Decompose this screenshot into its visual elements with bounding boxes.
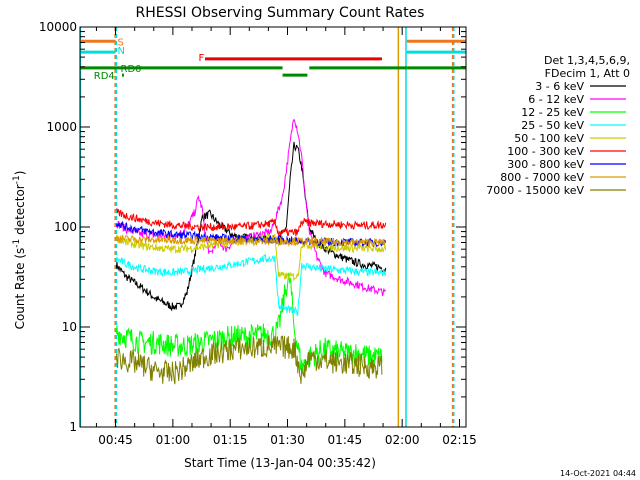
legend-header-line-2: FDecim 1, Att 0 <box>545 67 630 80</box>
x-tick-label-1: 01:00 <box>156 433 191 447</box>
series-line-7 <box>115 234 386 248</box>
legend-label-2: 12 - 25 keV <box>521 106 584 119</box>
y-tick-label-2: 100 <box>54 220 77 234</box>
legend: Det 1,3,4,5,6,9, FDecim 1, Att 0 3 - 6 k… <box>486 54 630 197</box>
x-tick-label-5: 02:00 <box>385 433 420 447</box>
y-axis-label: Count Rate (s-1 detector-1) <box>12 171 27 330</box>
legend-label-5: 100 - 300 keV <box>507 145 584 158</box>
flag-label-rd4: RD4 <box>94 71 115 82</box>
series-line-2 <box>115 272 383 372</box>
legend-label-4: 50 - 100 keV <box>514 132 584 145</box>
y-tick-label-4: 10000 <box>39 20 77 34</box>
x-tick-label-0: 00:45 <box>98 433 133 447</box>
x-axis-label: Start Time (13-Jan-04 00:35:42) <box>184 456 376 470</box>
x-tick-label-6: 02:15 <box>442 433 477 447</box>
legend-label-7: 800 - 7000 keV <box>500 171 584 184</box>
x-tick-label-2: 01:15 <box>213 433 248 447</box>
chart-title: RHESSI Observing Summary Count Rates <box>136 5 425 21</box>
legend-header-line-1: Det 1,3,4,5,6,9, <box>544 54 630 67</box>
series-line-5 <box>116 208 387 237</box>
legend-label-6: 300 - 800 keV <box>507 158 584 171</box>
plot-area: SN F RD0 RD4 <box>79 27 466 427</box>
series-line-3 <box>115 253 387 317</box>
footer-timestamp: 14-Oct-2021 04:44 <box>560 469 636 478</box>
legend-label-8: 7000 - 15000 keV <box>486 184 584 197</box>
x-tick-label-3: 01:30 <box>270 433 305 447</box>
series-line-8 <box>115 335 383 385</box>
legend-label-3: 25 - 50 keV <box>521 119 584 132</box>
plot-frame <box>79 26 467 428</box>
flag-label-n: N <box>117 46 124 57</box>
flag-label-rd0: RD0 <box>121 64 142 75</box>
legend-label-0: 3 - 6 keV <box>535 80 584 93</box>
y-tick-label-3: 1000 <box>46 120 77 134</box>
x-axis-ticks: 00:45 01:00 01:15 01:30 01:45 02:00 02:15 <box>95 27 477 447</box>
legend-label-1: 6 - 12 keV <box>528 93 584 106</box>
flag-label-s: S <box>117 37 123 48</box>
x-tick-label-4: 01:45 <box>328 433 363 447</box>
y-axis-ticks: 1 10 100 1000 10000 <box>39 20 466 434</box>
y-tick-label-1: 10 <box>62 320 77 334</box>
y-tick-label-0: 1 <box>69 420 77 434</box>
flag-label-f: F <box>198 53 204 64</box>
